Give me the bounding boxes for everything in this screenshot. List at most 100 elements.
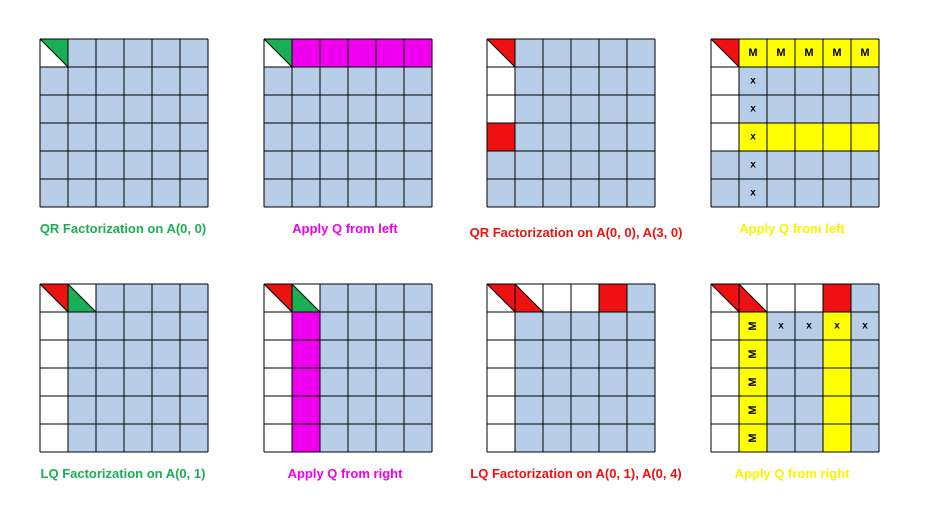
matrix-cell (571, 179, 599, 207)
matrix-cell (124, 39, 152, 67)
matrix-cell (124, 284, 152, 312)
matrix-cell (487, 151, 515, 179)
matrix-cell (795, 67, 823, 95)
matrix-cell (292, 424, 320, 452)
matrix-cell (40, 340, 68, 368)
matrix-cell (599, 151, 627, 179)
matrix-cell (515, 179, 543, 207)
matrix-cell (627, 151, 655, 179)
matrix-cell (152, 368, 180, 396)
matrix-cell (487, 368, 515, 396)
matrix-cell (124, 396, 152, 424)
matrix-cell (404, 312, 432, 340)
matrix-cell (68, 424, 96, 452)
matrix-cell (515, 396, 543, 424)
mark-x: x (750, 76, 756, 87)
matrix-cell (320, 67, 348, 95)
matrix-cell (571, 151, 599, 179)
matrix-svg (263, 283, 433, 453)
matrix-cell (851, 179, 879, 207)
matrix-cell (292, 368, 320, 396)
matrix-cell (767, 95, 795, 123)
matrix-cell (180, 312, 208, 340)
diagonal-line (738, 283, 768, 313)
matrix-cell (292, 67, 320, 95)
matrix-cell (823, 95, 851, 123)
matrix-cell (348, 179, 376, 207)
matrix-cell (404, 424, 432, 452)
matrix-cell (292, 340, 320, 368)
matrix-cell (404, 284, 432, 312)
matrix-cell (180, 424, 208, 452)
matrix-svg (263, 38, 433, 208)
matrix-cell (515, 312, 543, 340)
matrix-cell (292, 151, 320, 179)
matrix-cell (823, 424, 851, 452)
matrix-cell (711, 151, 739, 179)
matrix-cell (152, 284, 180, 312)
matrix-cell (627, 396, 655, 424)
caption-lq-a01: LQ Factorization on A(0, 1) (40, 466, 206, 481)
mark-m: M (832, 47, 841, 59)
matrix-cell (96, 368, 124, 396)
matrix-cell (68, 179, 96, 207)
matrix-cell (627, 312, 655, 340)
diagonal-line (67, 283, 97, 313)
caption-qr-a00: QR Factorization on A(0, 0) (39, 221, 207, 236)
matrix-cell (96, 396, 124, 424)
matrix-cell (599, 39, 627, 67)
matrix-cell (376, 179, 404, 207)
matrix-cell (627, 340, 655, 368)
matrix-cell (599, 95, 627, 123)
matrix-cell (96, 39, 124, 67)
mark-x: x (750, 188, 756, 199)
matrix-cell (711, 396, 739, 424)
matrix-cell (487, 396, 515, 424)
matrix-cell (767, 312, 795, 340)
matrix-cell (599, 284, 627, 312)
matrix-cell (599, 396, 627, 424)
matrix-cell (851, 95, 879, 123)
matrix-cell (40, 123, 68, 151)
matrix-cell (264, 368, 292, 396)
matrix-cell (404, 95, 432, 123)
matrix-cell (292, 95, 320, 123)
matrix-cell (739, 312, 767, 340)
matrix-cell (543, 312, 571, 340)
diagonal-line (486, 283, 516, 313)
matrix-cell (571, 39, 599, 67)
matrix-cell (487, 95, 515, 123)
matrix-cell (851, 284, 879, 312)
matrix-cell (96, 123, 124, 151)
matrix-cell (292, 39, 320, 67)
matrix-cell (264, 340, 292, 368)
matrix-cell (543, 39, 571, 67)
matrix-cell (571, 95, 599, 123)
matrix-cell (348, 67, 376, 95)
matrix-cell (515, 368, 543, 396)
mark-m: M (747, 433, 759, 442)
matrix-cell (795, 95, 823, 123)
mark-m: M (747, 377, 759, 386)
matrix-cell (711, 368, 739, 396)
caption-apply-q-right-2: Apply Q from right (734, 466, 850, 481)
matrix-cell (320, 312, 348, 340)
matrix-cell (404, 179, 432, 207)
matrix-cell (124, 312, 152, 340)
matrix-cell (571, 396, 599, 424)
matrix-cell (40, 396, 68, 424)
matrix-cell (543, 340, 571, 368)
matrix-cell (68, 151, 96, 179)
matrix-cell (68, 39, 96, 67)
matrix-cell (152, 396, 180, 424)
matrix-cell (487, 123, 515, 151)
matrix-cell (152, 151, 180, 179)
matrix-cell (348, 424, 376, 452)
matrix-cell (96, 151, 124, 179)
matrix-cell (180, 151, 208, 179)
matrix-cell (795, 368, 823, 396)
matrix-cell (96, 284, 124, 312)
mark-x: x (750, 160, 756, 171)
matrix-cell (40, 67, 68, 95)
